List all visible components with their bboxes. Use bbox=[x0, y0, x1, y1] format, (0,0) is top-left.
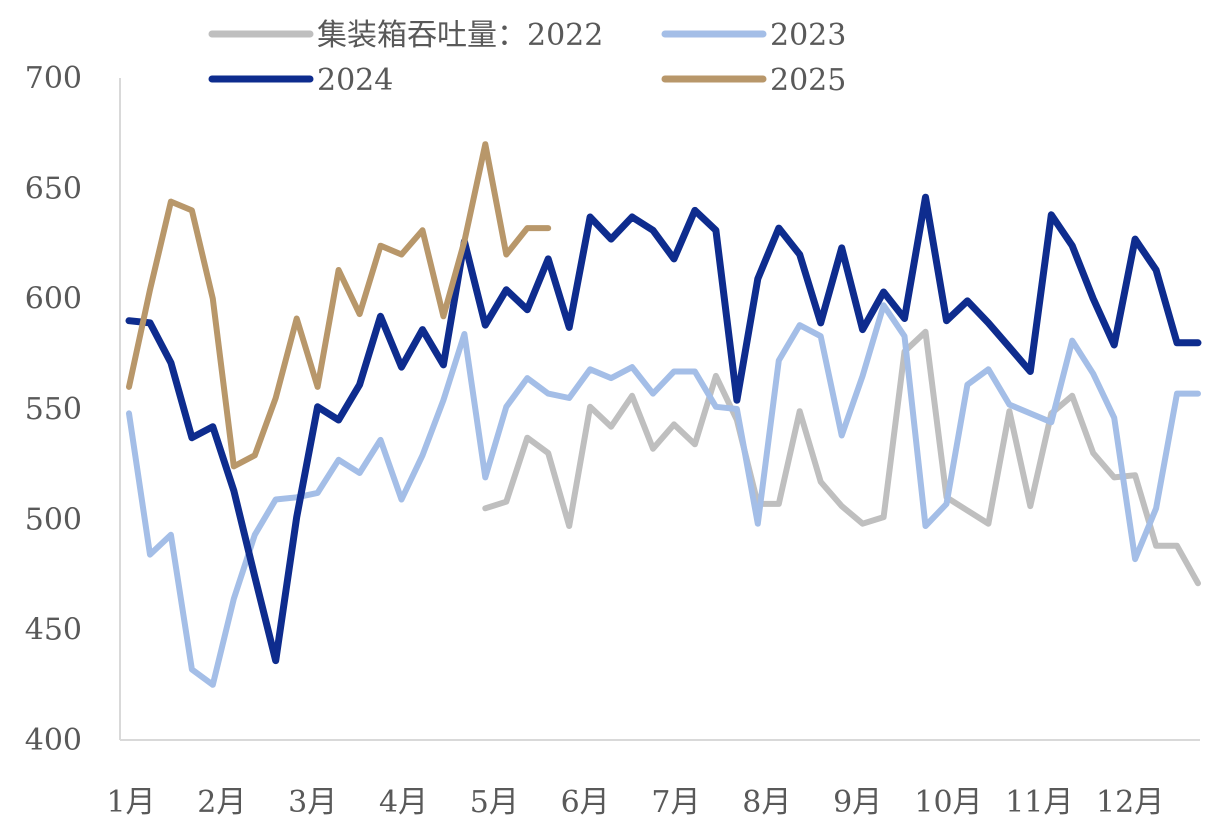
y-tick-label: 650 bbox=[25, 171, 82, 206]
x-tick-label: 3月 bbox=[288, 785, 337, 820]
x-tick-label: 8月 bbox=[742, 785, 791, 820]
x-tick-label: 11月 bbox=[1005, 785, 1073, 820]
legend: 集装箱吞吐量：2022 2023 2024 2025 bbox=[208, 18, 846, 98]
series-line-3 bbox=[125, 193, 1202, 665]
x-tick-label: 4月 bbox=[379, 785, 428, 820]
x-tick-label: 6月 bbox=[561, 785, 610, 820]
x-tick-label: 10月 bbox=[914, 785, 982, 820]
axes bbox=[119, 78, 1200, 741]
y-tick-label: 600 bbox=[25, 282, 82, 317]
series-line-1 bbox=[482, 328, 1201, 587]
legend-label-3: 2024 bbox=[317, 63, 393, 98]
x-tick-label: 12月 bbox=[1096, 785, 1164, 820]
y-tick-labels: 400 450 500 550 600 650 700 bbox=[25, 61, 82, 758]
y-tick-label: 550 bbox=[25, 392, 82, 427]
series-line-4 bbox=[126, 141, 552, 470]
legend-label-2: 2023 bbox=[770, 18, 846, 53]
y-tick-label: 700 bbox=[25, 61, 82, 96]
x-tick-label: 1月 bbox=[106, 785, 155, 820]
x-tick-label: 7月 bbox=[651, 785, 700, 820]
x-tick-label: 9月 bbox=[833, 785, 882, 820]
series-line-2 bbox=[126, 302, 1201, 688]
y-tick-label: 500 bbox=[25, 502, 82, 537]
legend-label-1: 集装箱吞吐量：2022 bbox=[317, 18, 603, 53]
x-tick-labels: 1月 2月 3月 4月 5月 6月 7月 8月 9月 10月 11月 12月 bbox=[106, 785, 1164, 820]
series-lines bbox=[125, 141, 1202, 688]
x-tick-label: 5月 bbox=[470, 785, 519, 820]
y-tick-label: 450 bbox=[25, 613, 82, 648]
y-tick-label: 400 bbox=[25, 723, 82, 758]
legend-label-4: 2025 bbox=[770, 63, 846, 98]
x-tick-label: 2月 bbox=[197, 785, 246, 820]
